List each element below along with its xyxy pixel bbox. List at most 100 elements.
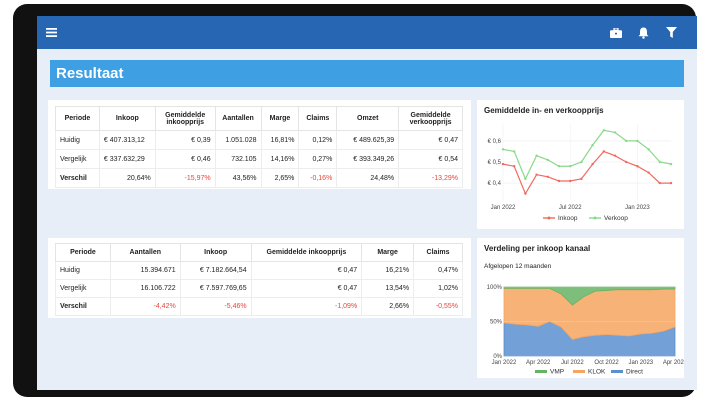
table-cell: 0,12%: [298, 130, 338, 150]
y-tick-label: 0%: [493, 354, 502, 360]
data-point: [647, 171, 650, 174]
table-cell: Huidig: [55, 130, 100, 150]
table-cell: -0,55%: [413, 297, 463, 316]
column-header[interactable]: Omzet: [336, 106, 400, 131]
y-tick-label: 100%: [487, 285, 503, 291]
table-header-row: Periode Inkoop Gemiddelde inkoopprijs Aa…: [55, 106, 463, 131]
y-tick-label: € 0,4: [488, 181, 502, 187]
table-cell: € 0,47: [250, 279, 363, 298]
data-point: [636, 165, 639, 168]
data-point: [613, 154, 617, 157]
data-point: [658, 181, 661, 185]
bell-icon[interactable]: [635, 16, 651, 49]
channel-summary-card: Periode Aantallen Inkoop Gemiddelde inko…: [48, 238, 471, 318]
data-point: [513, 165, 516, 168]
x-tick-label: Apr 2022: [526, 360, 551, 366]
table-row: Huidig € 407.313,12 € 0,39 1.051.028 16,…: [55, 130, 463, 150]
column-header[interactable]: Aantallen: [214, 106, 262, 131]
table-cell: 16.106.722: [109, 279, 181, 298]
table-cell: Verschil: [55, 297, 111, 316]
table-cell: -1,09%: [250, 297, 363, 316]
area-vmp: [503, 286, 676, 306]
table-cell: 15.394.671: [109, 261, 181, 280]
table-row: Vergelijk € 337.632,29 € 0,46 732.105 14…: [55, 149, 463, 169]
table-cell: € 393.349,26: [336, 149, 400, 169]
chart-title: Gemiddelde in- en verkoopprijs: [484, 106, 604, 115]
data-point: [580, 160, 583, 164]
column-header[interactable]: Inkoop: [98, 106, 156, 131]
data-point: [647, 148, 650, 151]
table-cell: € 0,39: [154, 130, 216, 150]
hamburger-icon[interactable]: [43, 16, 59, 49]
table-row: Huidig 15.394.671 € 7.182.664,54 € 0,47 …: [55, 261, 463, 280]
data-point: [613, 131, 617, 134]
table-cell: € 489.625,39: [336, 130, 400, 150]
table-cell: 1.051.028: [214, 130, 262, 150]
table-cell: 43,56%: [214, 168, 262, 188]
y-tick-label: € 0,6: [488, 139, 502, 145]
table-row: Verschil -4,42% -5,46% -1,09% 2,66% -0,5…: [55, 297, 463, 316]
data-point: [524, 177, 527, 181]
x-tick-label: Jan 2022: [492, 360, 517, 366]
data-point: [535, 154, 538, 157]
legend-marker: [593, 216, 597, 220]
column-header[interactable]: Periode: [55, 243, 111, 262]
legend-label: KLOK: [588, 369, 606, 376]
x-tick-label: Jul 2022: [561, 360, 584, 366]
legend-swatch: [573, 370, 585, 373]
column-header[interactable]: Marge: [260, 106, 300, 131]
table-cell: -4,42%: [109, 297, 181, 316]
data-point: [625, 160, 628, 164]
x-tick-label: Jan 2023: [628, 360, 653, 366]
series-line-inkoop: [502, 150, 671, 196]
data-point: [669, 181, 673, 185]
data-point: [557, 165, 561, 168]
y-tick-label: 50%: [490, 320, 503, 326]
legend-label: VMP: [550, 369, 564, 376]
table-cell: 24,48%: [336, 168, 400, 188]
table-cell: 13,54%: [361, 279, 415, 298]
data-point: [625, 139, 628, 143]
table-cell: -13,29%: [398, 168, 463, 188]
table-cell: € 7.597.769,65: [179, 279, 252, 298]
device-frame: Resultaat Periode Inkoop Gemiddelde inko…: [13, 4, 697, 397]
x-tick-label: Jan 2023: [625, 205, 650, 211]
table-cell: € 0,47: [398, 130, 463, 150]
table-header-row: Periode Aantallen Inkoop Gemiddelde inko…: [55, 243, 463, 262]
data-point: [546, 158, 549, 162]
table-cell: 20,64%: [98, 168, 156, 188]
filter-icon[interactable]: [663, 16, 679, 49]
data-point: [535, 173, 538, 176]
column-header[interactable]: Claims: [413, 243, 463, 262]
legend-swatch: [611, 370, 623, 373]
column-header[interactable]: Inkoop: [179, 243, 252, 262]
x-tick-label: Jan 2022: [491, 205, 516, 211]
table-cell: € 0,47: [250, 261, 363, 280]
channel-summary-table: Periode Aantallen Inkoop Gemiddelde inko…: [55, 243, 463, 316]
column-header[interactable]: Aantallen: [109, 243, 181, 262]
data-point: [569, 179, 572, 183]
chart-title: Verdeling per inkoop kanaal: [484, 244, 591, 253]
column-header[interactable]: Claims: [298, 106, 338, 131]
data-point: [557, 179, 561, 183]
column-header[interactable]: Periode: [55, 106, 100, 131]
column-header[interactable]: Gemiddelde inkoopprijs: [250, 243, 363, 262]
legend-label: Inkoop: [558, 215, 578, 222]
table-cell: Verschil: [55, 168, 100, 188]
column-header[interactable]: Gemiddelde verkoopprijs: [398, 106, 463, 131]
briefcase-icon[interactable]: [608, 16, 624, 49]
table-cell: € 407.313,12: [98, 130, 156, 150]
table-cell: € 0,46: [154, 149, 216, 169]
legend-label: Verkoop: [604, 215, 628, 222]
column-header[interactable]: Marge: [361, 243, 415, 262]
series-line-verkoop: [502, 129, 672, 181]
table-cell: 16,21%: [361, 261, 415, 280]
table-cell: € 7.182.664,54: [179, 261, 252, 280]
chart-subtitle: Afgelopen 12 maanden: [484, 263, 552, 270]
results-summary-table: Periode Inkoop Gemiddelde inkoopprijs Aa…: [55, 106, 463, 188]
table-cell: -0,16%: [298, 168, 338, 188]
results-summary-card: Periode Inkoop Gemiddelde inkoopprijs Aa…: [48, 100, 471, 189]
column-header[interactable]: Gemiddelde inkoopprijs: [154, 106, 216, 131]
legend-marker: [547, 216, 551, 220]
x-tick-label: Jul 2022: [559, 205, 582, 211]
